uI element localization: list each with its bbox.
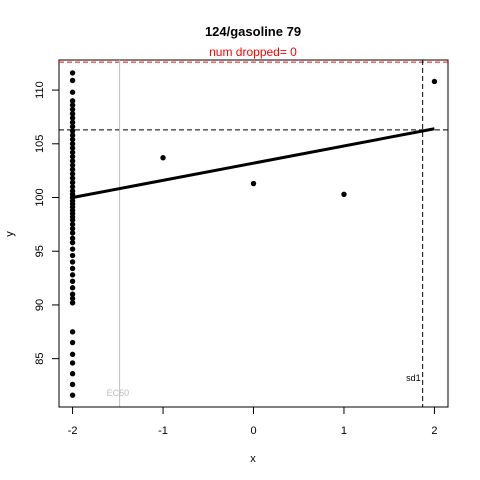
data-point (69, 272, 76, 278)
x-tick-label: 1 (341, 425, 347, 437)
data-point (69, 102, 76, 108)
data-point (69, 300, 76, 306)
plot-frame (58, 59, 449, 408)
data-point (69, 381, 76, 388)
data-point (69, 370, 76, 377)
data-point (69, 77, 76, 84)
y-tick-label: 105 (34, 135, 46, 153)
data-point (69, 285, 76, 291)
data-point (69, 339, 76, 346)
vline-label-1: sd1 (406, 373, 421, 383)
data-point (69, 132, 76, 138)
y-axis: 85 90 95 100 105 110 (34, 81, 60, 365)
chart-subtitle: num dropped= 0 (209, 45, 297, 59)
data-point (69, 136, 76, 143)
x-tick-label: -1 (158, 425, 168, 437)
chart-title: 124/gasoline 79 (205, 24, 301, 39)
data-point (69, 239, 76, 246)
data-point (69, 217, 76, 223)
data-point (69, 111, 76, 117)
data-point (69, 265, 76, 272)
data-point (69, 184, 76, 190)
x-axis: -2 -1 0 1 2 (68, 406, 437, 437)
data-point (69, 115, 76, 121)
data-point (69, 175, 76, 181)
data-point (69, 145, 76, 151)
data-point (69, 70, 76, 76)
data-point (69, 153, 76, 160)
data-point (69, 162, 76, 168)
data-point (69, 278, 76, 285)
fit-line (72, 127, 435, 199)
data-point (69, 252, 76, 259)
data-point (69, 166, 76, 173)
data-point (69, 392, 76, 398)
data-point (69, 221, 76, 228)
y-tick-label: 90 (34, 299, 46, 311)
data-point (69, 141, 76, 147)
data-point (69, 119, 76, 126)
data-point (69, 149, 76, 156)
data-point (69, 98, 76, 104)
data-point (69, 360, 76, 366)
data-point (69, 246, 76, 252)
vline-label-0: EC50 (107, 388, 130, 398)
data-point (69, 128, 76, 134)
data-point (69, 106, 76, 113)
y-tick-label: 100 (34, 188, 46, 206)
data-point (69, 225, 76, 232)
plot-area: EC50 sd1 (58, 59, 449, 408)
y-axis-label: y (4, 231, 16, 237)
y-tick-label: 95 (34, 245, 46, 257)
data-point (69, 158, 76, 164)
data-point (69, 329, 76, 335)
x-tick-label: 2 (431, 425, 437, 437)
data-point (69, 259, 76, 265)
x-tick-label: 0 (250, 425, 256, 437)
x-tick-label: -2 (68, 425, 78, 437)
x-axis-label: x (250, 453, 256, 465)
data-points (69, 70, 438, 398)
annotations: EC50 sd1 (107, 373, 421, 398)
data-point (160, 155, 166, 161)
reference-lines (59, 60, 448, 407)
data-point (250, 180, 257, 187)
data-point (69, 235, 76, 242)
data-point (69, 291, 76, 297)
data-point (69, 171, 76, 177)
data-point (69, 230, 76, 236)
data-point (69, 89, 76, 95)
data-point (69, 123, 76, 130)
y-tick-label: 110 (34, 81, 46, 99)
y-tick-label: 85 (34, 353, 46, 365)
data-point (69, 295, 76, 302)
data-point (69, 179, 76, 186)
data-point (431, 78, 438, 85)
data-point (341, 191, 347, 197)
data-point (69, 351, 76, 358)
